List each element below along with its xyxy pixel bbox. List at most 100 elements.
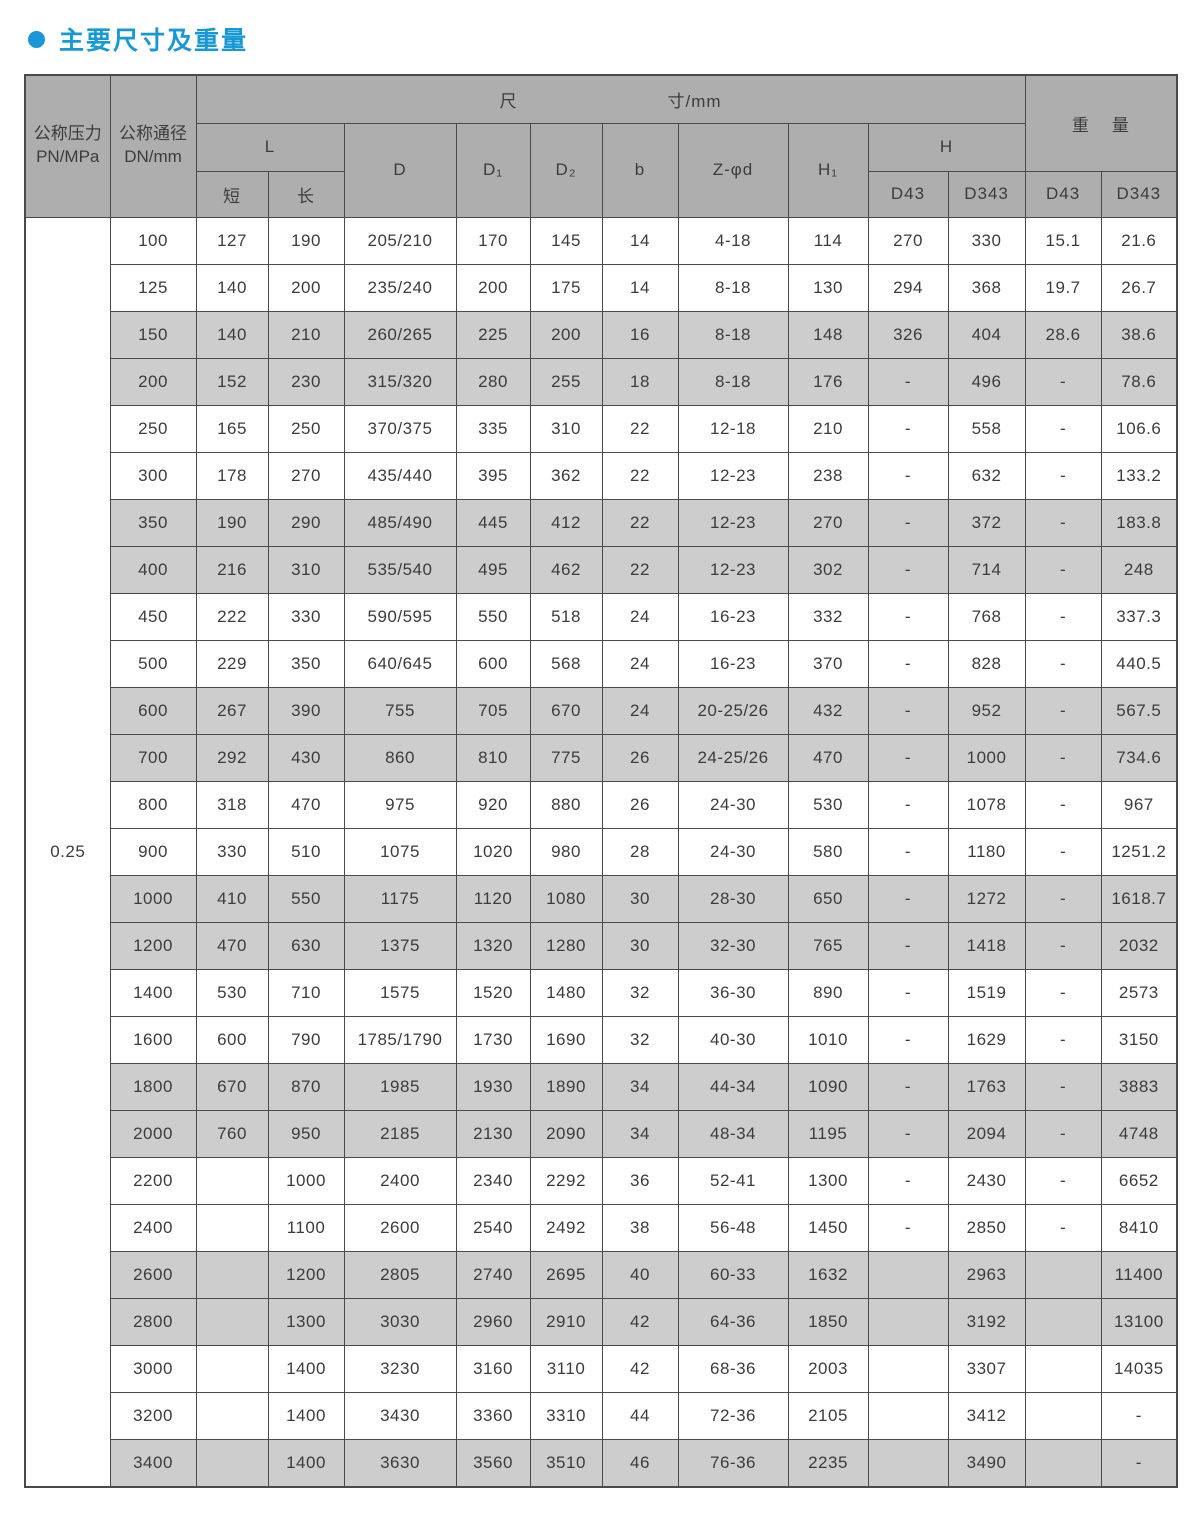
cell-d1: 2340 bbox=[455, 1156, 531, 1205]
cell-d2: 2292 bbox=[529, 1156, 603, 1205]
cell-d: 485/490 bbox=[343, 498, 457, 547]
col-header-weight-D43: D43 bbox=[1024, 170, 1102, 218]
cell-d2: 3510 bbox=[529, 1438, 603, 1487]
cell-h-d43: 270 bbox=[867, 216, 949, 265]
cell-b: 24 bbox=[601, 592, 679, 641]
cell-weight-d343: 8410 bbox=[1100, 1203, 1178, 1252]
cell-z-phi-d: 4-18 bbox=[677, 216, 789, 265]
cell-weight-d43: - bbox=[1024, 921, 1102, 970]
cell-d2: 362 bbox=[529, 451, 603, 500]
cell-h-d343: 1000 bbox=[947, 733, 1026, 782]
cell-l-short: 470 bbox=[195, 921, 269, 970]
cell-dn: 200 bbox=[109, 357, 197, 406]
cell-h-d343: 2430 bbox=[947, 1156, 1026, 1205]
cell-d: 755 bbox=[343, 686, 457, 735]
cell-b: 30 bbox=[601, 921, 679, 970]
cell-h1: 2235 bbox=[787, 1438, 869, 1487]
dimensions-label-part2: 寸/mm bbox=[667, 91, 722, 111]
cell-l-short: 229 bbox=[195, 639, 269, 688]
cell-z-phi-d: 12-18 bbox=[677, 404, 789, 453]
col-header-D: D bbox=[343, 122, 457, 218]
cell-z-phi-d: 16-23 bbox=[677, 639, 789, 688]
col-header-dn: 公称通径 DN/mm bbox=[109, 74, 197, 218]
cell-l-long: 390 bbox=[267, 686, 345, 735]
cell-dn: 900 bbox=[109, 827, 197, 876]
table-row: 2000 760 950 2185 2130 2090 34 48-34 1195-2094-4… bbox=[25, 1109, 1178, 1158]
table-row: 600 267 390 755 705 670 24 20-25/26 432-952-567.… bbox=[25, 686, 1178, 735]
cell-l-short: 318 bbox=[195, 780, 269, 829]
cell-weight-d43: - bbox=[1024, 357, 1102, 406]
cell-z-phi-d: 8-18 bbox=[677, 357, 789, 406]
cell-d2: 1080 bbox=[529, 874, 603, 923]
table-row: 3000 1400 3230 3160 3110 42 68-36 2003 3307 14035 bbox=[25, 1344, 1178, 1393]
cell-h-d343: 3192 bbox=[947, 1297, 1026, 1346]
cell-d1: 3160 bbox=[455, 1344, 531, 1393]
table-row: 0.25 100 127 190 205/210 170 145 14 4-18 114 270 33… bbox=[24, 216, 1178, 1487]
cell-h1: 1450 bbox=[787, 1203, 869, 1252]
col-header-weight-D343: D343 bbox=[1100, 170, 1178, 218]
cell-b: 36 bbox=[601, 1156, 679, 1205]
cell-weight-d43 bbox=[1024, 1344, 1102, 1393]
cell-d1: 920 bbox=[455, 780, 531, 829]
cell-l-short: 267 bbox=[195, 686, 269, 735]
cell-weight-d43: - bbox=[1024, 827, 1102, 876]
cell-d2: 145 bbox=[529, 216, 603, 265]
cell-l-long: 1100 bbox=[267, 1203, 345, 1252]
cell-b: 42 bbox=[601, 1344, 679, 1393]
cell-d1: 3360 bbox=[455, 1391, 531, 1440]
cell-l-short: 670 bbox=[195, 1062, 269, 1111]
cell-h-d43: - bbox=[867, 921, 949, 970]
cell-l-long: 250 bbox=[267, 404, 345, 453]
cell-d: 1375 bbox=[343, 921, 457, 970]
cell-l-long: 1300 bbox=[267, 1297, 345, 1346]
cell-d1: 1120 bbox=[455, 874, 531, 923]
cell-dn: 1400 bbox=[109, 968, 197, 1017]
cell-d2: 310 bbox=[529, 404, 603, 453]
cell-h-d43: - bbox=[867, 780, 949, 829]
cell-l-long: 200 bbox=[267, 263, 345, 312]
cell-l-long: 270 bbox=[267, 451, 345, 500]
catalog-page: 主要尺寸及重量 公称压力 PN/MPa 公称通径 bbox=[24, 27, 1179, 1488]
cell-dn: 1800 bbox=[109, 1062, 197, 1111]
cell-b: 32 bbox=[601, 1015, 679, 1064]
cell-d: 260/265 bbox=[343, 310, 457, 359]
header-row-2: L D D₁ D₂ b Z-φd H₁ H bbox=[25, 122, 1177, 218]
cell-d: 2400 bbox=[343, 1156, 457, 1205]
cell-weight-d43 bbox=[1024, 1438, 1102, 1487]
cell-d2: 1480 bbox=[529, 968, 603, 1017]
table-row: 1600 600 790 1785/1790 1730 1690 32 40-30 1010-1… bbox=[25, 1015, 1178, 1064]
cell-h1: 270 bbox=[787, 498, 869, 547]
cell-h-d43: - bbox=[867, 1109, 949, 1158]
cell-dn: 2600 bbox=[109, 1250, 197, 1299]
cell-d2: 1890 bbox=[529, 1062, 603, 1111]
cell-h-d43: - bbox=[867, 545, 949, 594]
table-row: 1200 470 630 1375 1320 1280 30 32-30 765-1418-20… bbox=[25, 921, 1178, 970]
cell-h-d343: 496 bbox=[947, 357, 1026, 406]
cell-h-d43: - bbox=[867, 1015, 949, 1064]
cell-l-short: 190 bbox=[195, 498, 269, 547]
cell-d: 235/240 bbox=[343, 263, 457, 312]
cell-h1: 1195 bbox=[787, 1109, 869, 1158]
cell-d: 2805 bbox=[343, 1250, 457, 1299]
cell-l-long: 710 bbox=[267, 968, 345, 1017]
cell-l-long: 1400 bbox=[267, 1391, 345, 1440]
cell-b: 14 bbox=[601, 263, 679, 312]
cell-dn: 300 bbox=[109, 451, 197, 500]
col-header-b: b bbox=[601, 122, 679, 218]
cell-d2: 1690 bbox=[529, 1015, 603, 1064]
col-header-L-short: 短 bbox=[195, 170, 269, 218]
cell-h-d43 bbox=[867, 1391, 949, 1440]
cell-z-phi-d: 76-36 bbox=[677, 1438, 789, 1487]
table-row: 700 292 430 860 810 775 26 24-25/26 470-1000-734… bbox=[25, 733, 1178, 782]
cell-l-long: 1400 bbox=[267, 1438, 345, 1487]
table-row: 200 152 230 315/320 280 255 18 8-18 176-496-78.6 bbox=[25, 357, 1178, 406]
cell-d1: 2540 bbox=[455, 1203, 531, 1252]
cell-h-d343: 3307 bbox=[947, 1344, 1026, 1393]
cell-d2: 2695 bbox=[529, 1250, 603, 1299]
cell-weight-d343: 1251.2 bbox=[1100, 827, 1178, 876]
cell-dn: 3000 bbox=[109, 1344, 197, 1393]
cell-l-long: 190 bbox=[267, 216, 345, 265]
cell-l-short: 216 bbox=[195, 545, 269, 594]
cell-h-d343: 1629 bbox=[947, 1015, 1026, 1064]
cell-h-d43: - bbox=[867, 1156, 949, 1205]
